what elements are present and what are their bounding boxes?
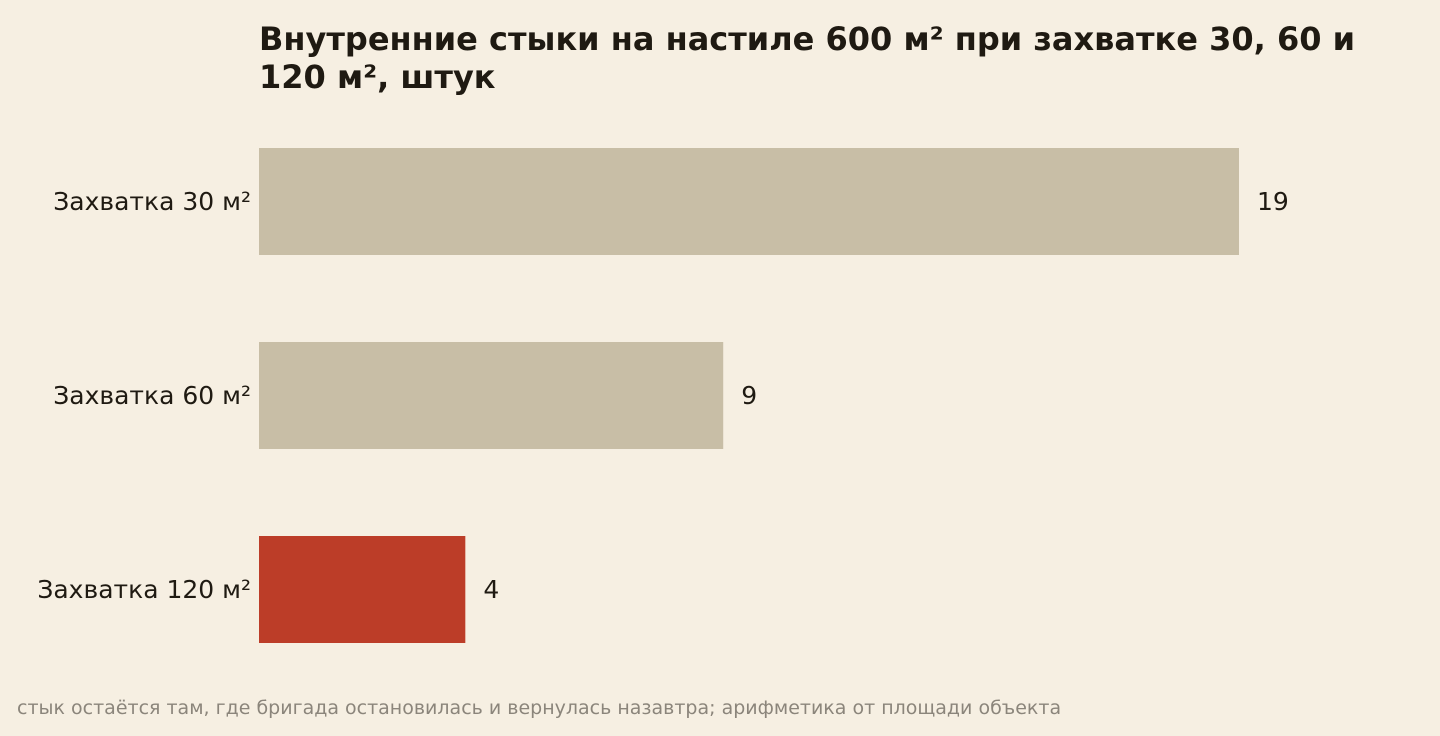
category-label-2: Захватка 60 м² [53,381,251,410]
bar-3 [259,536,466,643]
category-label-1: Захватка 30 м² [53,187,251,216]
value-label-3: 4 [483,575,499,604]
bar-1 [259,148,1239,255]
category-label-3: Захватка 120 м² [37,575,251,604]
value-label-2: 9 [741,381,757,410]
value-label-1: 19 [1257,187,1289,216]
footnote: стык остаётся там, где бригада остановил… [17,697,1062,719]
chart-title: Внутренние стыки на настиле 600 м² при з… [259,20,1356,96]
bar-2 [259,342,724,449]
